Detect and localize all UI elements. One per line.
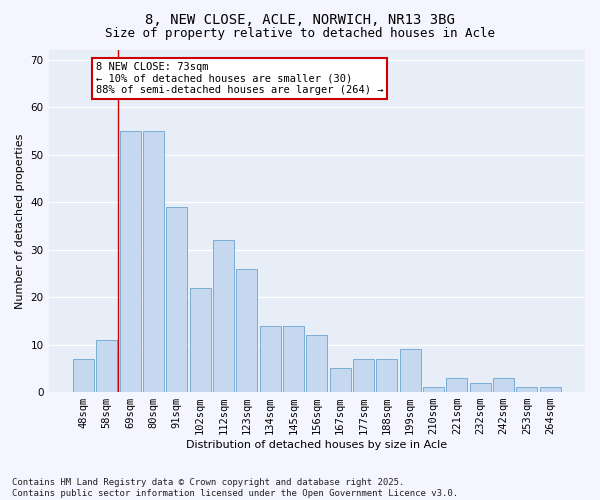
Bar (423, 388, 444, 392)
Bar (166, 207, 187, 392)
Text: Contains HM Land Registry data © Crown copyright and database right 2025.
Contai: Contains HM Land Registry data © Crown c… (12, 478, 458, 498)
Bar (446, 378, 467, 392)
Text: 8 NEW CLOSE: 73sqm
← 10% of detached houses are smaller (30)
88% of semi-detache: 8 NEW CLOSE: 73sqm ← 10% of detached hou… (95, 62, 383, 95)
Bar (516, 388, 537, 392)
Bar (376, 359, 397, 392)
Bar (329, 368, 350, 392)
Bar (260, 326, 281, 392)
Bar (306, 335, 327, 392)
Bar (493, 378, 514, 392)
Bar (283, 326, 304, 392)
Bar (236, 268, 257, 392)
Bar (96, 340, 117, 392)
Bar (119, 131, 140, 392)
Text: Size of property relative to detached houses in Acle: Size of property relative to detached ho… (105, 28, 495, 40)
Bar (213, 240, 234, 392)
Y-axis label: Number of detached properties: Number of detached properties (15, 134, 25, 308)
Bar (143, 131, 164, 392)
Bar (353, 359, 374, 392)
Bar (539, 388, 560, 392)
Bar (73, 359, 94, 392)
Bar (190, 288, 211, 392)
Bar (470, 382, 491, 392)
Bar (400, 350, 421, 392)
X-axis label: Distribution of detached houses by size in Acle: Distribution of detached houses by size … (186, 440, 448, 450)
Text: 8, NEW CLOSE, ACLE, NORWICH, NR13 3BG: 8, NEW CLOSE, ACLE, NORWICH, NR13 3BG (145, 12, 455, 26)
